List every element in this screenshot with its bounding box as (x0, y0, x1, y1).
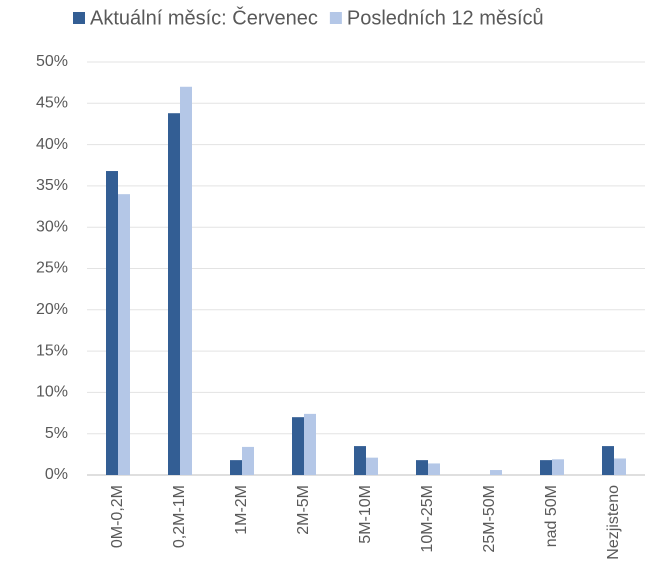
x-tick-label: 25M-50M (481, 485, 498, 553)
bar (428, 463, 440, 475)
y-tick-label: 40% (36, 136, 68, 153)
bar (230, 460, 242, 475)
bar (304, 413, 316, 475)
legend-swatch (329, 12, 342, 24)
x-tick-label: 0,2M-1M (171, 485, 188, 548)
bar (366, 457, 378, 475)
y-tick-label: 0% (45, 466, 68, 483)
x-tick-label: 10M-25M (419, 485, 436, 553)
y-tick-label: 15% (36, 342, 68, 359)
y-tick-label: 45% (36, 95, 68, 112)
x-tick-label: Nezjisteno (605, 485, 622, 560)
x-tick-label: 1M-2M (233, 485, 250, 535)
y-tick-label: 50% (36, 53, 68, 70)
bar (242, 446, 254, 475)
bar (168, 113, 180, 475)
bar (540, 460, 552, 475)
y-tick-label: 20% (36, 301, 68, 318)
bar (292, 417, 304, 475)
bar (490, 470, 502, 475)
y-tick-label: 5% (45, 425, 68, 442)
legend-label: Aktuální měsíc: Červenec (90, 6, 318, 29)
legend-label: Posledních 12 měsíců (347, 7, 544, 29)
x-tick-label: 5M-10M (357, 485, 374, 544)
bar (552, 459, 564, 475)
y-tick-label: 10% (36, 384, 68, 401)
x-tick-label: 2M-5M (295, 485, 312, 535)
y-tick-label: 35% (36, 177, 68, 194)
bar (602, 446, 614, 475)
bar (416, 460, 428, 475)
bar (180, 86, 192, 475)
x-tick-label: 0M-0,2M (109, 485, 126, 548)
bar (614, 458, 626, 475)
y-tick-label: 25% (36, 260, 68, 277)
y-tick-label: 30% (36, 218, 68, 235)
bar (106, 171, 118, 476)
bar (354, 446, 366, 475)
bar (118, 194, 130, 475)
legend-swatch (73, 12, 85, 24)
x-tick-label: nad 50M (543, 485, 560, 547)
